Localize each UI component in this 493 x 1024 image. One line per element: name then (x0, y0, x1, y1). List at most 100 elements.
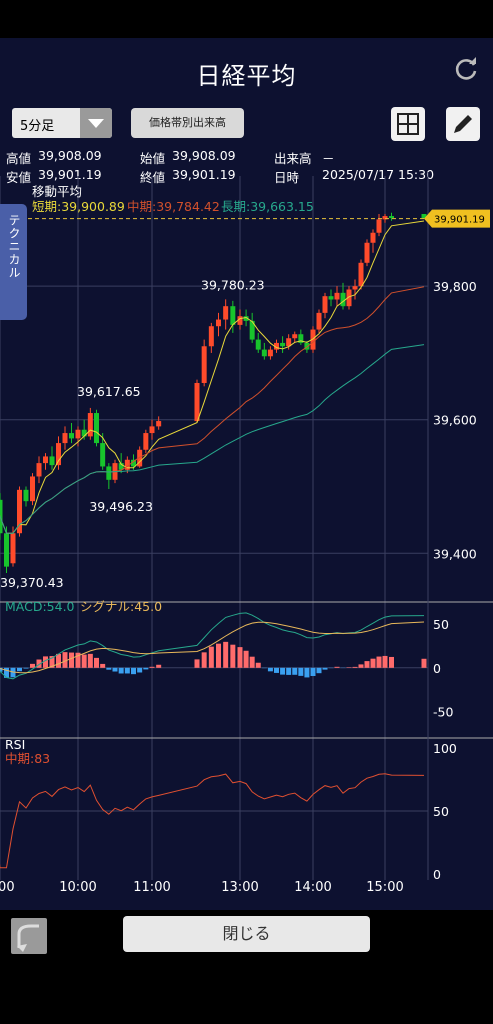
candle-body (62, 433, 68, 444)
grid-icon[interactable] (391, 107, 425, 141)
candle-body (69, 433, 74, 439)
chart-area: 5分足 価格帯別出来高 高値 39,908.09 始値 39,908.09 出来… (0, 102, 493, 910)
macd-histogram-bar (249, 656, 255, 668)
macd-histogram-bar (352, 666, 358, 668)
candle-body (243, 316, 249, 321)
candle-body (280, 342, 286, 347)
macd-histogram-bar (304, 667, 310, 678)
high-low-annotation: 39,496.23 (89, 499, 153, 514)
y-tick-label: 39,400 (433, 546, 477, 561)
candle-body (216, 319, 221, 327)
macd-histogram-bar (0, 667, 3, 672)
technical-tab[interactable]: テクニカル (0, 204, 27, 320)
macd-histogram-bar (255, 662, 261, 668)
macd-histogram-bar (230, 644, 236, 668)
high-low-annotation: 39,780.23 (201, 277, 265, 292)
macd-histogram-bar (100, 663, 106, 668)
close-button[interactable]: 閉じる (123, 916, 370, 952)
low-label: 安値 (6, 170, 32, 185)
candle-body (194, 382, 200, 422)
volume-profile-button[interactable]: 価格帯別出来高 (131, 108, 244, 138)
y-tick-label: 39,600 (433, 413, 477, 428)
macd-histogram-bar (389, 656, 394, 668)
macd-histogram-bar (346, 667, 352, 668)
candle-body (267, 349, 273, 357)
macd-histogram-bar (310, 667, 316, 677)
price-chart[interactable]: 39,400 39,600 39,800 39,901.19 39,370.43 39,6… (0, 102, 493, 910)
open-value: 39,908.09 (172, 148, 236, 163)
candle-body (156, 421, 162, 427)
macd-histogram-bar (4, 667, 9, 678)
candle-body (261, 349, 267, 357)
x-tick-label: 13:00 (221, 880, 258, 895)
timeframe-select[interactable]: 5分足 (12, 108, 112, 138)
macd-histogram-bar (10, 667, 16, 678)
high-label: 高値 (6, 151, 32, 166)
page-title: 日経平均 (196, 62, 297, 90)
macd-y-tick: -50 (433, 705, 453, 720)
x-tick-label: 14:00 (294, 880, 331, 895)
macd-histogram-bar (112, 667, 118, 672)
open-label: 始値 (140, 151, 166, 166)
macd-histogram-bar (316, 667, 322, 674)
candle-body (137, 449, 143, 467)
candle-body (143, 433, 149, 450)
macd-histogram-bar (364, 661, 370, 668)
macd-line (0, 612, 425, 680)
candle-body (118, 463, 124, 470)
macd-histogram-bar (292, 667, 298, 675)
high-low-annotation: 39,370.43 (0, 575, 64, 590)
pencil-icon[interactable] (446, 107, 480, 141)
x-tick-label: 11:00 (133, 880, 170, 895)
close-label: 終値 (140, 170, 166, 185)
ma-long-legend: 長期:39,663.15 (221, 199, 314, 214)
macd-histogram-bar (280, 667, 286, 675)
macd-histogram-bar (94, 657, 99, 668)
candle-body (106, 466, 112, 480)
refresh-icon[interactable] (453, 56, 479, 82)
macd-histogram-bar (421, 658, 427, 668)
candle-body (346, 289, 352, 307)
candle-body (249, 320, 255, 340)
candle-body (81, 429, 87, 437)
candle-body (75, 429, 81, 439)
candle-body (230, 306, 236, 325)
candle-body (334, 292, 340, 300)
candle-body (292, 334, 298, 339)
macd-histogram-bar (23, 667, 29, 669)
candle-body (322, 296, 328, 313)
candle-body (87, 413, 93, 437)
ma-title: 移動平均 (32, 184, 82, 199)
rsi-legend: 中期:83 (5, 751, 50, 766)
macd-histogram-bar (370, 658, 376, 668)
candle-body (17, 489, 22, 534)
macd-legend: MACD:54.0 (5, 599, 75, 614)
candle-body (304, 342, 310, 350)
back-arrow-icon[interactable] (9, 916, 49, 956)
signal-line (0, 621, 425, 674)
candle-body (149, 426, 155, 434)
rsi-y-tick: 0 (433, 867, 441, 882)
ma-mid-legend: 中期:39,784.42 (127, 199, 220, 214)
macd-histogram-bar (194, 659, 200, 668)
candle-body (56, 443, 61, 466)
last-price-label: 39,901.19 (434, 215, 485, 226)
candle-body (421, 213, 427, 219)
macd-histogram-bar (201, 652, 207, 668)
candle-body (358, 262, 364, 287)
candle-body (298, 334, 304, 343)
candle-body (364, 242, 370, 263)
x-tick-label: 9:00 (0, 880, 15, 895)
candle-body (376, 219, 382, 233)
candle-body (0, 499, 3, 534)
candle-body (201, 346, 207, 383)
macd-histogram-bar (322, 667, 328, 670)
candle-body (131, 459, 136, 467)
signal-legend: シグナル:45.0 (80, 599, 162, 614)
macd-histogram-bar (223, 641, 229, 668)
candle-body (328, 296, 334, 300)
macd-histogram-bar (81, 654, 87, 668)
macd-histogram-bar (87, 653, 93, 668)
high-low-annotation: 39,617.65 (77, 384, 141, 399)
macd-histogram-bar (334, 666, 340, 668)
